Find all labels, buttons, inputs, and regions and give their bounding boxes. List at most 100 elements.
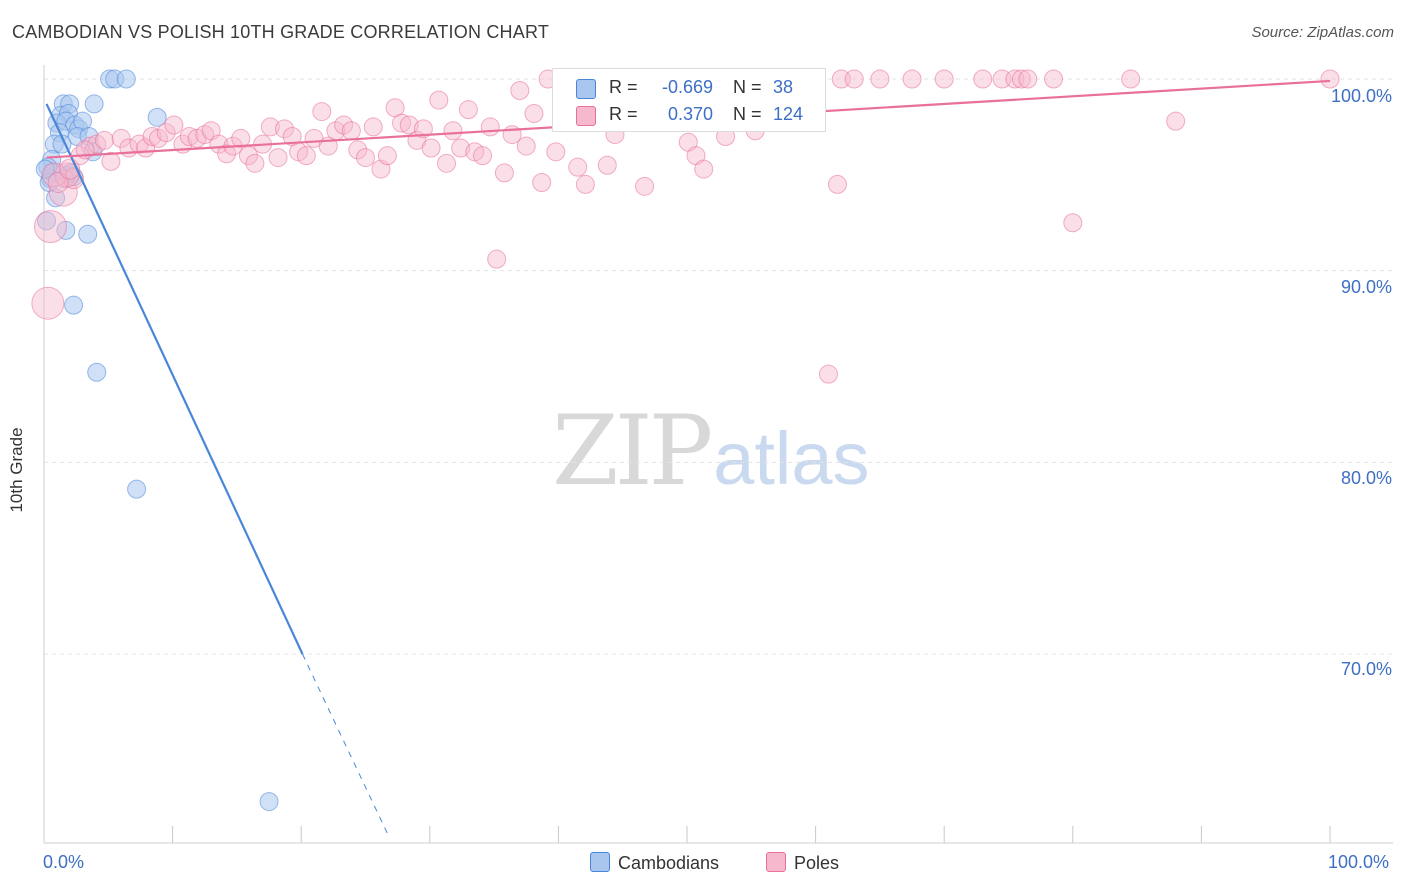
point-poles	[377, 146, 397, 166]
legend-r-label: R =	[609, 77, 638, 97]
point-poles	[494, 163, 514, 183]
point-poles	[142, 127, 162, 146]
point-poles	[694, 159, 714, 179]
bottom-legend-label-poles: Poles	[794, 853, 840, 873]
point-cambodians	[116, 69, 136, 89]
bottom-legend-poles: Poles	[766, 852, 839, 874]
point-poles	[209, 134, 229, 154]
legend-r-value: -0.669	[661, 77, 713, 97]
point-poles	[443, 121, 463, 141]
point-poles	[341, 121, 361, 141]
trendline-cambodians	[45, 103, 304, 655]
y-tick-label-80: 80.0%	[1340, 468, 1392, 488]
legend-row-cambodians: R = -0.669 N = 38	[553, 75, 825, 99]
point-cambodians	[46, 188, 66, 208]
point-poles	[827, 174, 847, 194]
point-poles	[312, 102, 332, 122]
point-poles	[458, 100, 478, 120]
point-cambodians	[64, 295, 84, 315]
point-poles	[260, 117, 280, 137]
point-poles	[870, 69, 890, 89]
correlation-legend: R = -0.669 N = 38 R = 0.370 N = 124	[552, 68, 826, 132]
point-poles	[516, 136, 536, 156]
point-poles	[575, 174, 595, 194]
point-poles	[33, 210, 67, 244]
point-poles	[546, 142, 566, 162]
bottom-legend-label-cambodians: Cambodians	[618, 853, 720, 873]
point-poles	[1044, 69, 1064, 89]
point-poles	[532, 173, 552, 192]
point-poles	[392, 113, 412, 133]
point-poles	[1121, 69, 1141, 89]
point-poles	[844, 69, 864, 89]
point-poles	[1018, 69, 1038, 89]
point-poles	[101, 151, 121, 171]
point-poles	[164, 115, 184, 135]
point-poles	[363, 117, 383, 137]
point-poles	[231, 128, 251, 148]
legend-n-value: 38	[773, 77, 794, 97]
bottom-legend-swatch-cambodians	[590, 852, 610, 872]
point-poles	[31, 286, 65, 320]
point-poles	[348, 140, 368, 160]
y-tick-label-70: 70.0%	[1340, 659, 1392, 679]
trendline-cambodians-extension	[302, 653, 390, 837]
point-cambodians	[35, 159, 55, 179]
point-poles	[111, 128, 131, 148]
point-poles	[238, 146, 258, 166]
point-poles	[818, 364, 838, 384]
point-poles	[934, 69, 954, 89]
point-poles	[473, 146, 493, 166]
watermark-zip: ZIP	[552, 395, 713, 507]
source-credit: Source: ZipAtlas.com	[1251, 24, 1394, 41]
point-cambodians	[259, 792, 279, 812]
bottom-legend-swatch-poles	[766, 852, 786, 872]
y-tick-label-100: 100.0%	[1330, 86, 1392, 106]
legend-n-value: 124	[773, 104, 804, 124]
point-poles	[902, 69, 922, 89]
legend-n-label: N =	[733, 77, 762, 97]
point-cambodians	[127, 479, 147, 499]
point-poles	[296, 146, 316, 166]
point-poles	[429, 90, 449, 110]
point-poles	[274, 119, 294, 139]
watermark-atlas: atlas	[713, 417, 870, 500]
legend-n-label: N =	[733, 104, 762, 124]
point-poles	[1063, 213, 1083, 233]
legend-r-label: R =	[609, 104, 638, 124]
point-poles	[510, 81, 530, 100]
point-poles	[156, 123, 176, 143]
point-cambodians	[37, 211, 57, 231]
legend-swatch-poles	[576, 106, 596, 126]
point-poles	[1166, 111, 1186, 131]
point-poles	[94, 130, 114, 150]
point-poles	[413, 119, 433, 139]
point-poles	[568, 157, 588, 177]
point-poles	[1320, 69, 1340, 89]
point-cambodians	[147, 107, 167, 127]
point-poles	[635, 176, 655, 196]
point-poles	[148, 128, 168, 148]
chart-title: CAMBODIAN VS POLISH 10TH GRADE CORRELATI…	[12, 22, 550, 42]
point-poles	[480, 117, 500, 137]
legend-r-value: 0.370	[667, 104, 713, 124]
watermark: ZIPatlas	[552, 395, 870, 507]
point-poles	[973, 69, 993, 89]
point-cambodians	[87, 362, 107, 382]
point-poles	[451, 138, 471, 158]
y-tick-label-90: 90.0%	[1340, 277, 1392, 297]
point-poles	[1011, 69, 1031, 89]
point-poles	[487, 249, 507, 269]
point-poles	[597, 155, 617, 175]
point-poles	[334, 115, 354, 135]
x-tick-label-min: 0.0%	[43, 852, 85, 872]
point-poles	[179, 127, 199, 146]
point-poles	[437, 153, 457, 173]
bottom-legend-cambodians: Cambodians	[590, 852, 719, 874]
legend-row-poles: R = 0.370 N = 124	[553, 102, 825, 126]
point-poles	[399, 115, 419, 135]
point-poles	[421, 138, 441, 158]
point-cambodians	[78, 224, 98, 244]
point-poles	[524, 104, 544, 123]
